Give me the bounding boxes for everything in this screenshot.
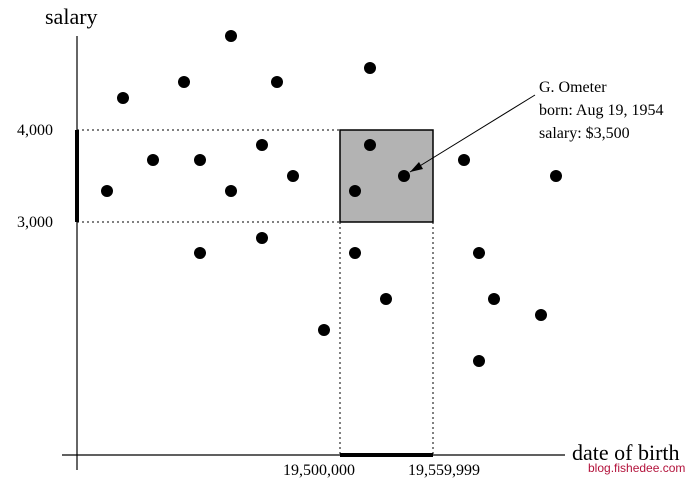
annotation-born: born: Aug 19, 1954: [539, 102, 663, 119]
data-point: [550, 170, 562, 182]
annotation-arrowhead: [410, 162, 423, 172]
data-point: [473, 355, 485, 367]
data-point: [473, 247, 485, 259]
data-point: [194, 154, 206, 166]
data-point: [101, 185, 113, 197]
data-point: [256, 232, 268, 244]
data-point: [178, 76, 190, 88]
data-point: [380, 293, 392, 305]
y-axis-label: salary: [45, 4, 98, 29]
x-axis-label: date of birth: [572, 440, 680, 465]
query-box: [339, 129, 434, 223]
x-tick-label-left: 19,500,000: [283, 462, 355, 479]
data-point: [271, 76, 283, 88]
data-point: [398, 170, 410, 182]
data-point: [458, 154, 470, 166]
data-point: [488, 293, 500, 305]
data-point: [364, 139, 376, 151]
data-point: [147, 154, 159, 166]
data-point: [225, 185, 237, 197]
data-point: [318, 324, 330, 336]
data-point: [194, 247, 206, 259]
data-point: [349, 247, 361, 259]
data-point: [256, 139, 268, 151]
data-point: [287, 170, 299, 182]
data-point: [349, 185, 361, 197]
data-point: [117, 92, 129, 104]
x-tick-label-right: 19,559,999: [408, 462, 480, 479]
annotation-name: G. Ometer: [539, 79, 607, 96]
y-tick-label-lower: 3,000: [17, 214, 53, 231]
data-point: [225, 30, 237, 42]
data-point: [364, 62, 376, 74]
y-tick-label-upper: 4,000: [17, 122, 53, 139]
annotation-arrow: [409, 94, 536, 173]
projection-lines: [77, 129, 434, 455]
watermark: blog.fishedee.com: [588, 461, 685, 475]
data-point: [535, 309, 547, 321]
data-points: [101, 30, 562, 367]
annotation-salary: salary: $3,500: [539, 125, 630, 142]
